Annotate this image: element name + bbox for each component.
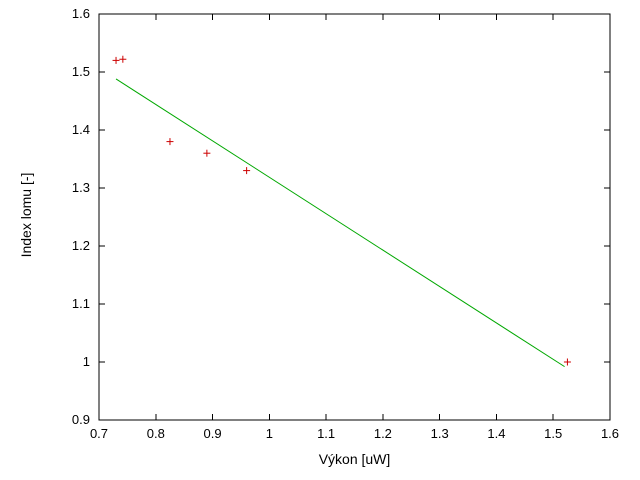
- x-tick-label: 0.9: [204, 426, 222, 441]
- y-tick-label: 0.9: [72, 412, 90, 427]
- x-tick-label: 1.3: [431, 426, 449, 441]
- y-tick-label: 1.4: [72, 122, 90, 137]
- plot-border: [98, 13, 611, 421]
- x-tick-label: 1.5: [544, 426, 562, 441]
- y-tick-label: 1.5: [72, 64, 90, 79]
- x-tick-label: 1: [266, 426, 273, 441]
- x-tick-label: 0.7: [90, 426, 108, 441]
- x-tick-label: 1.6: [601, 426, 619, 441]
- x-tick-label: 1.2: [374, 426, 392, 441]
- fit-line: [115, 78, 565, 368]
- y-tick-label: 1.3: [72, 180, 90, 195]
- x-tick-label: 0.8: [147, 426, 165, 441]
- y-tick-label: 1.6: [72, 6, 90, 21]
- y-axis-label: Index lomu [-]: [18, 172, 34, 258]
- x-tick-label: 1.4: [487, 426, 505, 441]
- y-tick-label: 1.2: [72, 238, 90, 253]
- x-axis-label: Výkon [uW]: [318, 451, 391, 467]
- y-tick-label: 1.1: [72, 296, 90, 311]
- y-tick-label: 1: [83, 354, 90, 369]
- x-tick-label: 1.1: [317, 426, 335, 441]
